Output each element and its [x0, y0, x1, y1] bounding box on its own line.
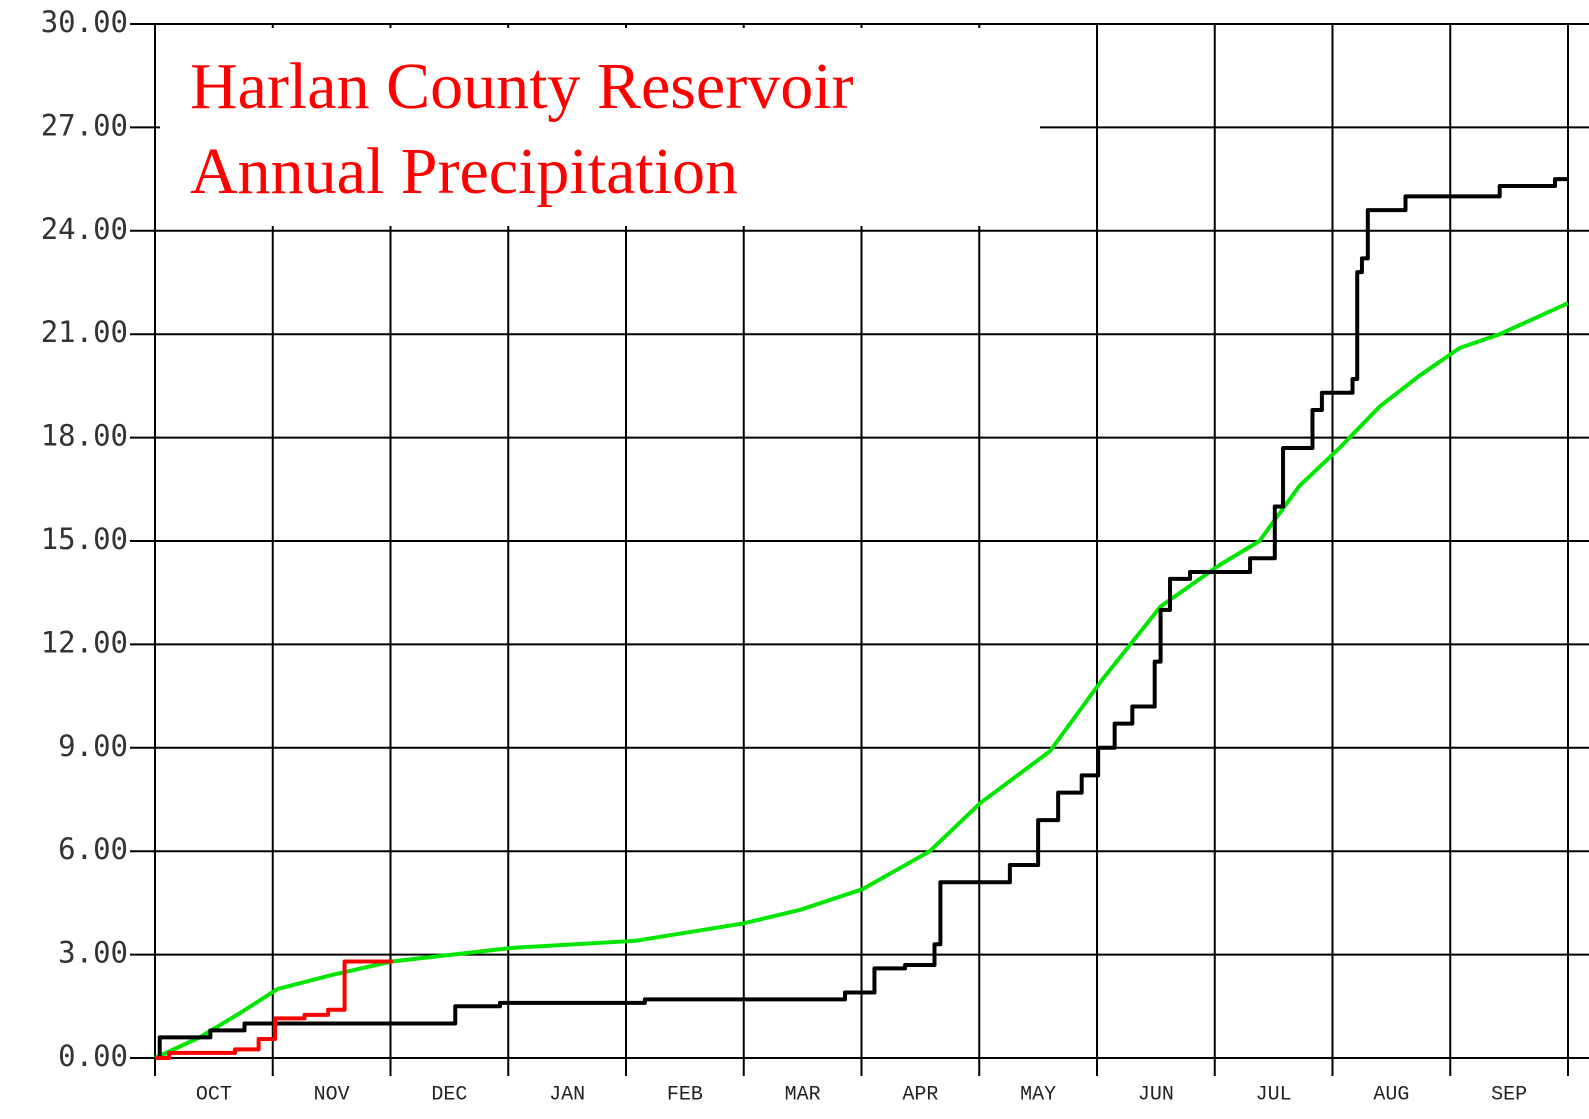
title-box — [160, 28, 1040, 226]
x-tick-label: DEC — [431, 1083, 467, 1106]
y-tick-label: 21.00 — [41, 315, 128, 349]
y-tick-label: 3.00 — [58, 936, 128, 970]
x-tick-label: JUL — [1256, 1083, 1292, 1106]
x-tick-label: JUN — [1138, 1083, 1174, 1106]
y-tick-label: 12.00 — [41, 625, 128, 659]
x-tick-label: AUG — [1373, 1083, 1409, 1106]
series-line — [155, 959, 393, 1060]
overlay: Harlan County Reservoir Annual Precipita… — [160, 28, 1040, 226]
y-tick-label: 27.00 — [41, 108, 128, 142]
series-line — [155, 177, 1568, 1060]
grid: 0.00 3.00 6.00 9.00 12.00 15.00 18.00 21.00 24.0… — [41, 5, 1589, 1106]
y-tick-label: 24.00 — [41, 212, 128, 246]
y-tick-label: 18.00 — [41, 419, 128, 453]
x-tick-label: MAR — [785, 1083, 821, 1106]
chart-title: Harlan County Reservoir — [190, 50, 854, 123]
x-tick-label: NOV — [314, 1083, 350, 1106]
y-tick-label: 0.00 — [58, 1039, 128, 1073]
x-tick-label: MAY — [1020, 1083, 1056, 1106]
series-line — [154, 301, 1569, 1060]
x-tick-label: FEB — [667, 1083, 703, 1106]
x-tick-label: OCT — [196, 1083, 232, 1106]
lines — [154, 177, 1569, 1060]
x-tick-label: APR — [902, 1083, 938, 1106]
y-tick-label: 6.00 — [58, 832, 128, 866]
y-tick-label: 30.00 — [41, 5, 128, 39]
y-tick-label: 9.00 — [58, 729, 128, 763]
x-tick-label: JAN — [549, 1083, 585, 1106]
y-tick-label: 15.00 — [41, 522, 128, 556]
chart-title: Annual Precipitation — [190, 135, 738, 208]
x-tick-label: SEP — [1491, 1083, 1527, 1106]
